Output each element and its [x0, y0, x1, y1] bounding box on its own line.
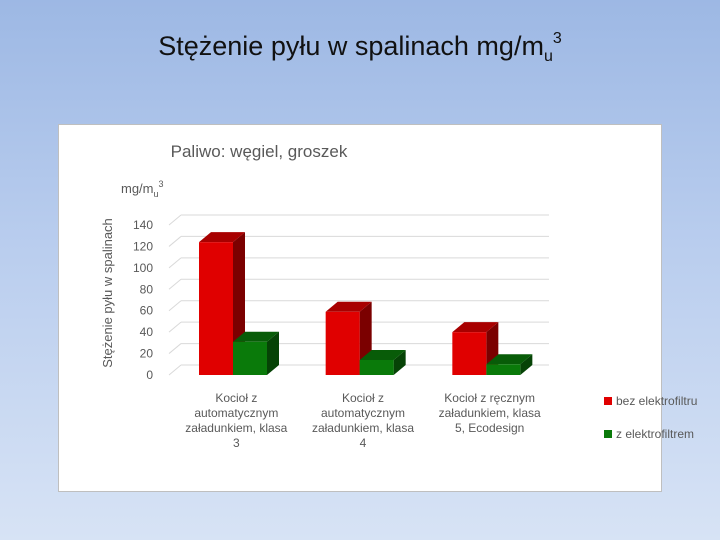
y-tick-label: 120	[133, 239, 153, 253]
category-label: Kocioł z automatycznym załadunkiem, klasa 3	[178, 391, 294, 451]
bar-top	[359, 350, 406, 360]
bar-bez-elektrofiltru-1	[199, 232, 245, 375]
gridline-depth	[168, 300, 182, 312]
y-tick-label: 100	[133, 261, 153, 275]
bar-top	[452, 322, 499, 333]
chart-title: Paliwo: węgiel, groszek	[171, 142, 348, 161]
bar-layer	[199, 232, 533, 375]
y-tick-label: 60	[140, 304, 154, 318]
gridline-depth	[168, 364, 182, 376]
category-label-line: Kocioł z	[341, 391, 385, 405]
gridline-depth	[168, 214, 182, 226]
bar-front	[452, 332, 487, 375]
chart-canvas: Paliwo: węgiel, groszek mg/mu3 Stężenie …	[100, 142, 549, 382]
category-label: Kocioł z ręcznym załadunkiem, klasa 5, Eco…	[432, 391, 548, 436]
y-tick-label: 20	[140, 347, 154, 361]
y-tick-label: 80	[140, 282, 154, 296]
gridline-depth	[168, 321, 182, 333]
bar-front	[199, 242, 233, 375]
legend-label: bez elektrofiltru	[616, 394, 698, 408]
bar-front	[359, 360, 394, 375]
y-tick-labels: 0 20 40 60 80 100 120 140	[133, 218, 153, 382]
category-label-line: załadunkiem, klasa	[311, 421, 415, 435]
category-label: Kocioł z automatycznym załadunkiem, klasa 4	[305, 391, 421, 451]
legend-item: bez elektrofiltru	[604, 393, 697, 409]
y-axis-label: Stężenie pyłu w spalinach	[100, 218, 115, 368]
category-label-line: Kocioł z	[215, 391, 258, 405]
gridline-depth	[168, 278, 182, 290]
bar-front	[486, 364, 521, 375]
category-label-line: automatycznym	[320, 406, 406, 420]
slide-title-sub: u	[543, 48, 553, 65]
slide-title-main: Stężenie pyłu w spalinach mg/m	[158, 31, 544, 61]
category-label-line: automatycznym	[194, 406, 279, 420]
bar-z-elektrofiltrem-3	[486, 354, 533, 375]
category-label-line: 3	[232, 436, 240, 450]
gridline-depth	[168, 257, 182, 269]
bar-side	[520, 354, 533, 375]
bar-side	[267, 331, 279, 375]
gridline-depth	[168, 343, 182, 354]
y-tick-label: 0	[146, 368, 153, 382]
unit-label-sub: u	[154, 189, 159, 199]
bar-z-elektrofiltrem-2	[359, 350, 406, 375]
category-label-line: 5, Ecodesign	[454, 421, 525, 435]
bar-bez-elektrofiltru-3	[452, 322, 499, 375]
legend: bez elektrofiltru z elektrofiltrem	[604, 393, 697, 459]
y-tick-label: 140	[133, 218, 153, 232]
legend-label: z elektrofiltrem	[616, 427, 695, 441]
y-tick-label: 40	[140, 325, 154, 339]
bar-front	[325, 311, 360, 375]
unit-label-main: mg/m	[121, 181, 154, 196]
slide-title: Stężenie pyłu w spalinach mg/mu3	[0, 30, 720, 66]
bar-top	[325, 301, 372, 312]
bar-side	[393, 350, 406, 375]
legend-swatch	[604, 430, 612, 438]
bar-front	[233, 341, 267, 375]
chart-panel: Paliwo: węgiel, groszek mg/mu3 Stężenie …	[58, 124, 697, 492]
bar-top	[199, 232, 245, 243]
category-label-line: załadunkiem, klasa	[185, 421, 288, 435]
legend-swatch	[604, 397, 612, 405]
legend-item: z elektrofiltrem	[604, 426, 697, 442]
category-label-line: Kocioł z ręcznym	[444, 391, 535, 405]
bar-z-elektrofiltrem-1	[233, 331, 279, 375]
category-label-line: załadunkiem, klasa	[438, 406, 541, 420]
bar-top	[233, 331, 279, 342]
gridline-depth	[168, 236, 182, 247]
slide-title-sup: 3	[552, 30, 562, 47]
unit-label-sup: 3	[159, 179, 164, 189]
bar-top	[486, 354, 533, 365]
category-label-line: 4	[359, 436, 367, 450]
unit-label: mg/mu3	[121, 179, 164, 199]
